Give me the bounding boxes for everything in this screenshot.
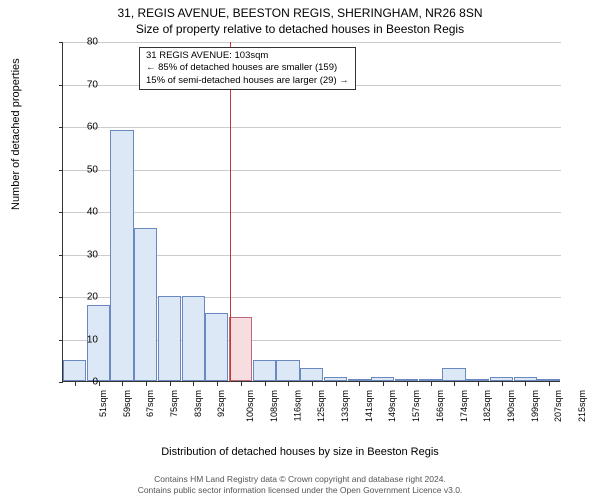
attribution-line-2: Contains public sector information licen… — [0, 485, 600, 496]
y-tick-mark — [59, 382, 63, 383]
x-tick-label: 59sqm — [122, 390, 132, 417]
annotation-line: ← 85% of detached houses are smaller (15… — [146, 62, 349, 74]
y-tick-label: 60 — [68, 122, 98, 133]
x-tick-label: 133sqm — [340, 390, 350, 422]
histogram-bar — [514, 377, 537, 381]
x-tick-mark — [502, 382, 503, 386]
y-tick-mark — [59, 255, 63, 256]
x-tick-mark — [265, 382, 266, 386]
x-tick-mark — [170, 382, 171, 386]
y-tick-label: 10 — [68, 334, 98, 345]
annotation-line: 31 REGIS AVENUE: 103sqm — [146, 50, 349, 62]
y-tick-mark — [59, 297, 63, 298]
gridline — [63, 212, 561, 213]
x-tick-mark — [217, 382, 218, 386]
y-tick-mark — [59, 170, 63, 171]
x-tick-label: 116sqm — [292, 390, 302, 421]
gridline — [63, 42, 561, 43]
y-tick-mark — [59, 42, 63, 43]
y-tick-label: 50 — [68, 164, 98, 175]
y-tick-label: 40 — [68, 207, 98, 218]
x-tick-mark — [407, 382, 408, 386]
x-tick-label: 174sqm — [459, 390, 469, 422]
attribution-line-1: Contains HM Land Registry data © Crown c… — [0, 474, 600, 485]
histogram-bar — [300, 368, 323, 381]
x-tick-mark — [99, 382, 100, 386]
x-tick-label: 182sqm — [482, 390, 492, 422]
x-tick-mark — [525, 382, 526, 386]
histogram-bar — [466, 379, 489, 381]
histogram-bar — [371, 377, 394, 381]
y-tick-label: 70 — [68, 79, 98, 90]
attribution: Contains HM Land Registry data © Crown c… — [0, 474, 600, 496]
x-tick-label: 157sqm — [411, 390, 421, 422]
y-tick-mark — [59, 85, 63, 86]
histogram-bar — [134, 228, 157, 381]
y-tick-label: 30 — [68, 249, 98, 260]
gridline — [63, 127, 561, 128]
x-tick-mark — [241, 382, 242, 386]
x-tick-label: 149sqm — [387, 390, 397, 422]
x-tick-label: 92sqm — [216, 390, 226, 417]
histogram-bar — [490, 377, 513, 381]
y-tick-label: 0 — [68, 377, 98, 388]
x-tick-label: 190sqm — [506, 390, 516, 422]
x-tick-mark — [146, 382, 147, 386]
x-tick-label: 83sqm — [193, 390, 203, 417]
x-tick-label: 100sqm — [245, 390, 255, 422]
gridline — [63, 170, 561, 171]
x-tick-label: 215sqm — [577, 390, 587, 422]
histogram-bar — [205, 313, 228, 381]
y-tick-mark — [59, 340, 63, 341]
x-axis-label: Distribution of detached houses by size … — [0, 446, 600, 458]
property-marker-line — [230, 42, 231, 382]
histogram-bar — [276, 360, 299, 381]
histogram-bar — [395, 379, 418, 381]
page-title-subtitle: Size of property relative to detached ho… — [0, 22, 600, 36]
plot-area: 31 REGIS AVENUE: 103sqm← 85% of detached… — [62, 42, 560, 382]
chart-area: 31 REGIS AVENUE: 103sqm← 85% of detached… — [62, 42, 560, 412]
histogram-bar — [158, 296, 181, 381]
x-tick-mark — [478, 382, 479, 386]
annotation-line: 15% of semi-detached houses are larger (… — [146, 75, 349, 87]
x-tick-label: 141sqm — [364, 390, 374, 422]
histogram-bar — [182, 296, 205, 381]
x-tick-mark — [549, 382, 550, 386]
histogram-bar — [110, 130, 133, 381]
histogram-bar — [324, 377, 347, 381]
histogram-bar — [253, 360, 276, 381]
x-tick-mark — [193, 382, 194, 386]
x-tick-mark — [288, 382, 289, 386]
y-tick-label: 80 — [68, 37, 98, 48]
histogram-bar — [419, 379, 442, 381]
histogram-bar — [537, 379, 560, 381]
x-tick-mark — [122, 382, 123, 386]
x-tick-label: 51sqm — [98, 390, 108, 417]
x-tick-label: 125sqm — [316, 390, 326, 422]
x-tick-label: 207sqm — [553, 390, 563, 422]
x-tick-mark — [359, 382, 360, 386]
histogram-bar — [229, 317, 252, 381]
histogram-bar — [442, 368, 465, 381]
x-tick-mark — [383, 382, 384, 386]
annotation-box: 31 REGIS AVENUE: 103sqm← 85% of detached… — [139, 47, 356, 90]
histogram-bar — [348, 379, 371, 381]
x-tick-mark — [336, 382, 337, 386]
y-tick-mark — [59, 212, 63, 213]
x-tick-label: 199sqm — [530, 390, 540, 422]
x-tick-label: 166sqm — [435, 390, 445, 422]
x-tick-label: 67sqm — [145, 390, 155, 417]
x-tick-label: 75sqm — [169, 390, 179, 417]
y-tick-label: 20 — [68, 292, 98, 303]
x-tick-mark — [312, 382, 313, 386]
x-tick-mark — [431, 382, 432, 386]
y-axis-label: Number of detached properties — [10, 58, 22, 210]
x-tick-label: 108sqm — [269, 390, 279, 422]
y-tick-mark — [59, 127, 63, 128]
x-tick-mark — [454, 382, 455, 386]
page-title-address: 31, REGIS AVENUE, BEESTON REGIS, SHERING… — [0, 6, 600, 20]
